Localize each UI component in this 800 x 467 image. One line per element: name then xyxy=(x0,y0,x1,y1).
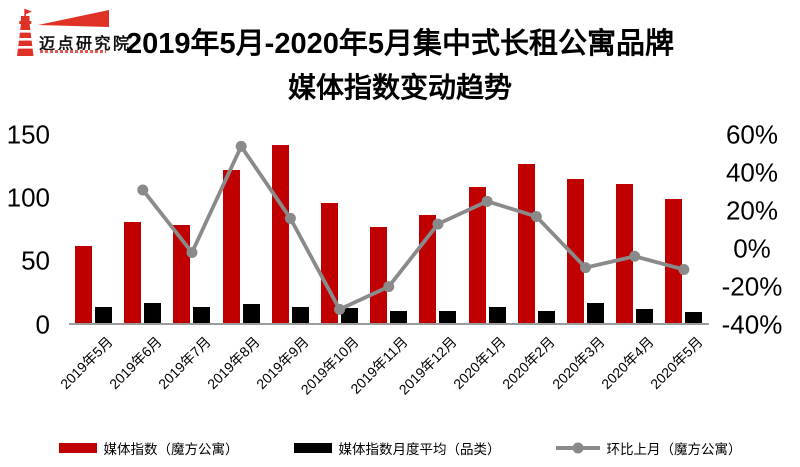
mom-point xyxy=(432,218,444,230)
mom-point xyxy=(235,140,247,152)
right-axis-tick: 60% xyxy=(725,119,779,150)
legend: 媒体指数（魔方公寓） 媒体指数月度平均（品类） 环比上月（魔方公寓） xyxy=(0,438,800,458)
mom-point xyxy=(678,264,690,276)
category-average-bar xyxy=(636,309,654,325)
category-average-bar xyxy=(439,310,457,325)
left-axis-tick: 150 xyxy=(6,119,50,150)
legend-item-mom-change: 环比上月（魔方公寓） xyxy=(555,438,742,458)
category-average-swatch xyxy=(293,443,332,453)
page-title-line2: 媒体指数变动趋势 xyxy=(287,72,512,103)
media-index-bar xyxy=(222,170,240,325)
mom-point xyxy=(629,250,641,262)
media-index-bar xyxy=(665,199,683,325)
mom-point xyxy=(481,195,493,207)
media-index-bar xyxy=(567,179,585,325)
media-index-bar xyxy=(173,224,191,325)
media-index-swatch xyxy=(58,443,97,453)
category-average-bar xyxy=(193,306,211,325)
legend-label-media-index: 媒体指数（魔方公寓） xyxy=(103,442,239,457)
category-average-bar xyxy=(587,303,605,325)
mom-point xyxy=(186,246,198,258)
legend-item-category-average: 媒体指数月度平均（品类） xyxy=(293,438,501,458)
category-average-bar xyxy=(144,303,162,325)
media-index-bar xyxy=(517,164,535,325)
mom-point xyxy=(137,184,149,196)
mom-point xyxy=(530,210,542,222)
left-axis-tick: 50 xyxy=(21,245,50,276)
legend-item-media-index: 媒体指数（魔方公寓） xyxy=(58,438,239,458)
media-index-bar xyxy=(616,184,634,325)
category-average-bar xyxy=(291,306,309,325)
media-index-bar xyxy=(321,203,339,325)
category-average-bar xyxy=(341,308,359,325)
right-axis-tick: 40% xyxy=(725,157,779,188)
mom-marker-icon xyxy=(572,442,583,454)
left-axis-tick: 100 xyxy=(6,182,50,213)
legend-label-category-average: 媒体指数月度平均（品类） xyxy=(338,442,501,457)
category-average-bar xyxy=(390,310,408,325)
category-average-bar xyxy=(242,304,260,325)
page-title-line1: 2019年5月-2020年5月集中式长租公寓品牌 xyxy=(126,28,674,60)
mom-point xyxy=(334,303,346,315)
mom-line xyxy=(141,142,685,312)
right-axis-tick: -20% xyxy=(721,271,783,302)
media-index-bar xyxy=(124,222,142,325)
right-axis-tick: 20% xyxy=(725,195,779,226)
right-axis-tick: 0% xyxy=(733,233,771,264)
media-index-bar xyxy=(370,227,388,325)
media-index-bar xyxy=(271,145,289,325)
category-average-bar xyxy=(95,306,113,325)
brand-name: 迈点研究院 xyxy=(39,36,132,53)
media-index-bar xyxy=(468,186,486,325)
x-axis-line xyxy=(69,323,709,325)
brand-logo: 迈点研究院 xyxy=(12,8,129,60)
media-index-bar xyxy=(75,246,93,325)
category-average-bar xyxy=(537,310,555,325)
category-average-bar xyxy=(685,311,703,325)
brand-tagline-strip xyxy=(40,50,106,53)
mom-line-swatch xyxy=(555,442,600,454)
category-average-bar xyxy=(488,306,506,325)
mom-point xyxy=(284,212,296,224)
right-axis-tick: -40% xyxy=(721,309,783,339)
legend-label-mom-change: 环比上月（魔方公寓） xyxy=(606,442,742,457)
left-axis-tick: 0 xyxy=(35,309,50,339)
mom-point xyxy=(580,262,592,274)
mom-point xyxy=(383,281,395,293)
lighthouse-icon xyxy=(16,9,109,56)
